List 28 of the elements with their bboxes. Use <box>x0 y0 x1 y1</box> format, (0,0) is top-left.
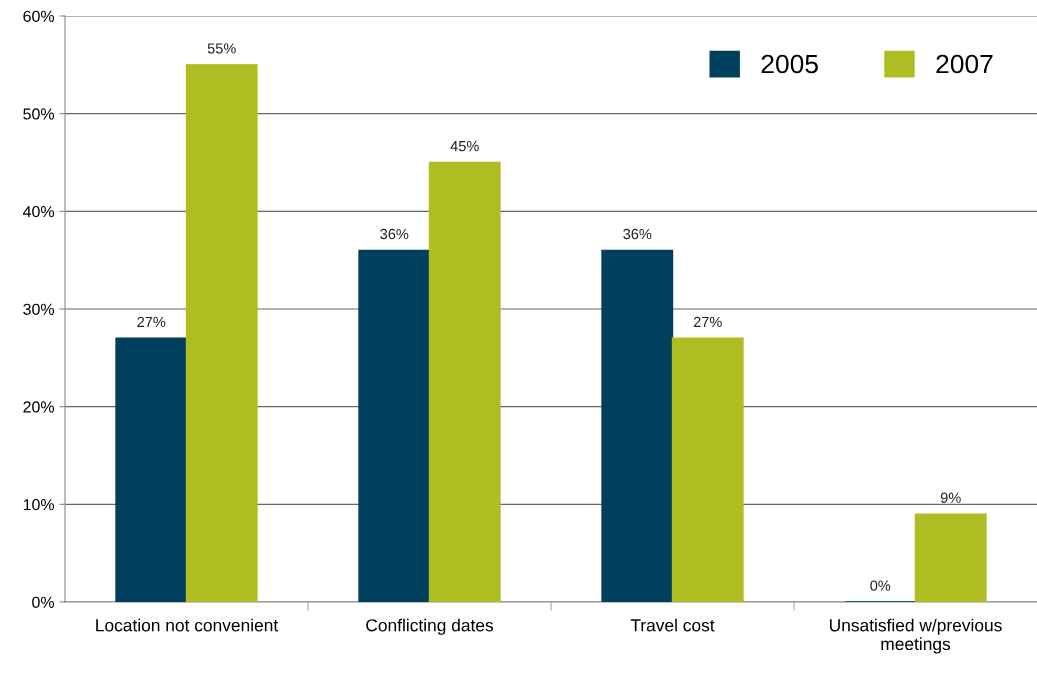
data-label: 36% <box>623 228 652 240</box>
legend-label: 2005 <box>761 54 818 74</box>
bar <box>358 249 431 602</box>
y-tick-label: 10% <box>23 498 55 511</box>
x-tick-label: Conflicting dates <box>366 618 494 635</box>
legend-label: 2007 <box>936 54 993 74</box>
x-tick-label: Travel cost <box>630 618 715 632</box>
bar <box>601 249 674 602</box>
data-label: 0% <box>870 580 891 591</box>
bar <box>185 64 258 602</box>
data-label: 36% <box>380 228 409 240</box>
y-tick-label: 60% <box>23 10 55 22</box>
bar <box>428 161 501 602</box>
y-tick-label: 40% <box>22 205 55 218</box>
bar <box>115 337 188 602</box>
y-tick-label: 30% <box>23 303 55 315</box>
data-label: 45% <box>450 141 479 152</box>
bar <box>671 337 744 602</box>
y-tick-label: 50% <box>23 108 55 120</box>
data-label: 27% <box>137 316 166 328</box>
x-tick-label: Unsatisfied w/previous meetings <box>830 618 1002 654</box>
data-label: 9% <box>940 492 961 503</box>
data-label: 27% <box>693 316 722 328</box>
y-tick-label: 0% <box>32 596 55 608</box>
x-tick-label: Location not convenient <box>96 618 279 632</box>
data-label: 55% <box>207 43 236 54</box>
bar <box>914 513 987 602</box>
y-tick-label: 20% <box>23 401 55 413</box>
